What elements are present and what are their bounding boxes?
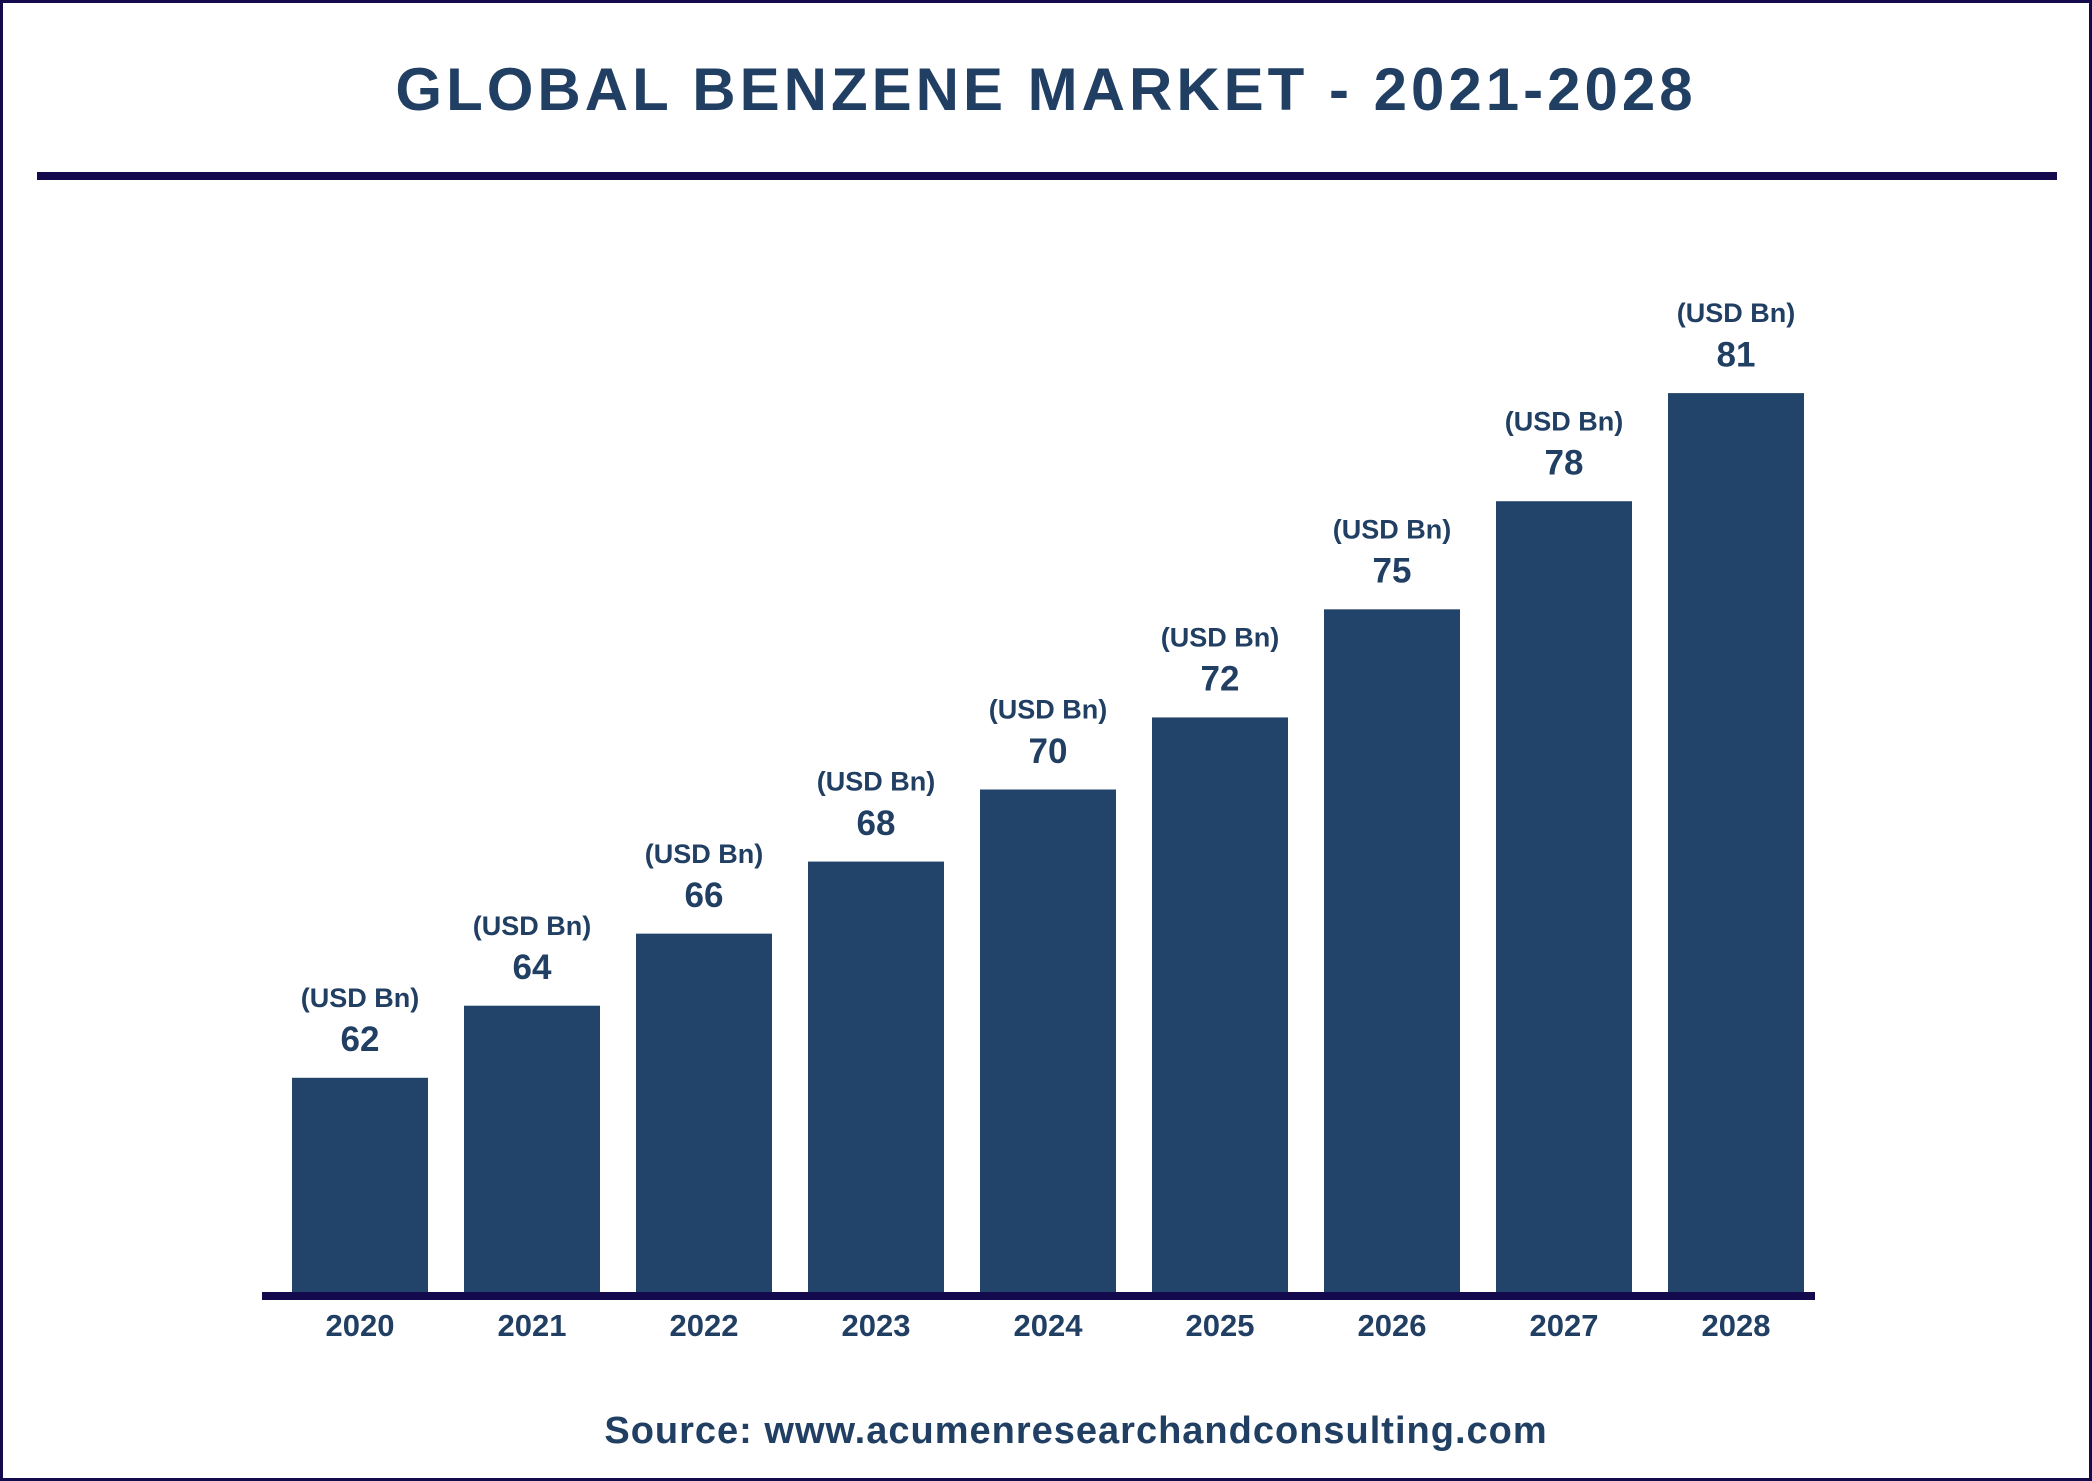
unit-label: (USD Bn) [1161, 623, 1279, 653]
unit-label: (USD Bn) [817, 767, 935, 797]
bar [1324, 609, 1460, 1294]
x-tick-label: 2025 [1186, 1308, 1255, 1343]
x-axis-line [262, 1292, 1815, 1300]
x-tick-label: 2024 [1014, 1308, 1084, 1343]
x-tick-label: 2027 [1530, 1308, 1599, 1343]
unit-label: (USD Bn) [645, 839, 763, 869]
unit-label: (USD Bn) [1505, 406, 1623, 436]
unit-label: (USD Bn) [1677, 298, 1795, 328]
value-label: 75 [1373, 552, 1412, 591]
bar [464, 1005, 600, 1294]
value-label: 66 [685, 876, 724, 915]
chart-title: GLOBAL BENZENE MARKET - 2021-2028 [395, 56, 1696, 123]
value-label: 64 [513, 948, 552, 987]
x-tick-label: 2023 [842, 1308, 911, 1343]
value-label: 81 [1717, 335, 1756, 374]
unit-label: (USD Bn) [301, 983, 419, 1013]
bar [808, 861, 944, 1294]
bar [292, 1077, 428, 1294]
title-rule [37, 172, 2057, 180]
x-tick-label: 2021 [498, 1308, 567, 1343]
bar [1496, 501, 1632, 1294]
bar [1668, 393, 1804, 1294]
value-label: 72 [1201, 660, 1240, 699]
x-tick-label: 2028 [1702, 1308, 1771, 1343]
value-label: 70 [1029, 732, 1068, 771]
bar [1152, 717, 1288, 1294]
x-tick-label: 2022 [670, 1308, 739, 1343]
unit-label: (USD Bn) [473, 911, 591, 941]
unit-label: (USD Bn) [989, 695, 1107, 725]
bar [980, 789, 1116, 1294]
x-tick-label: 2026 [1358, 1308, 1427, 1343]
bar [636, 933, 772, 1294]
x-tick-label: 2020 [326, 1308, 395, 1343]
unit-label: (USD Bn) [1333, 514, 1451, 544]
source-note: Source: www.acumenresearchandconsulting.… [604, 1410, 1547, 1452]
value-label: 78 [1545, 443, 1584, 482]
value-label: 68 [857, 804, 896, 843]
value-label: 62 [341, 1020, 380, 1059]
